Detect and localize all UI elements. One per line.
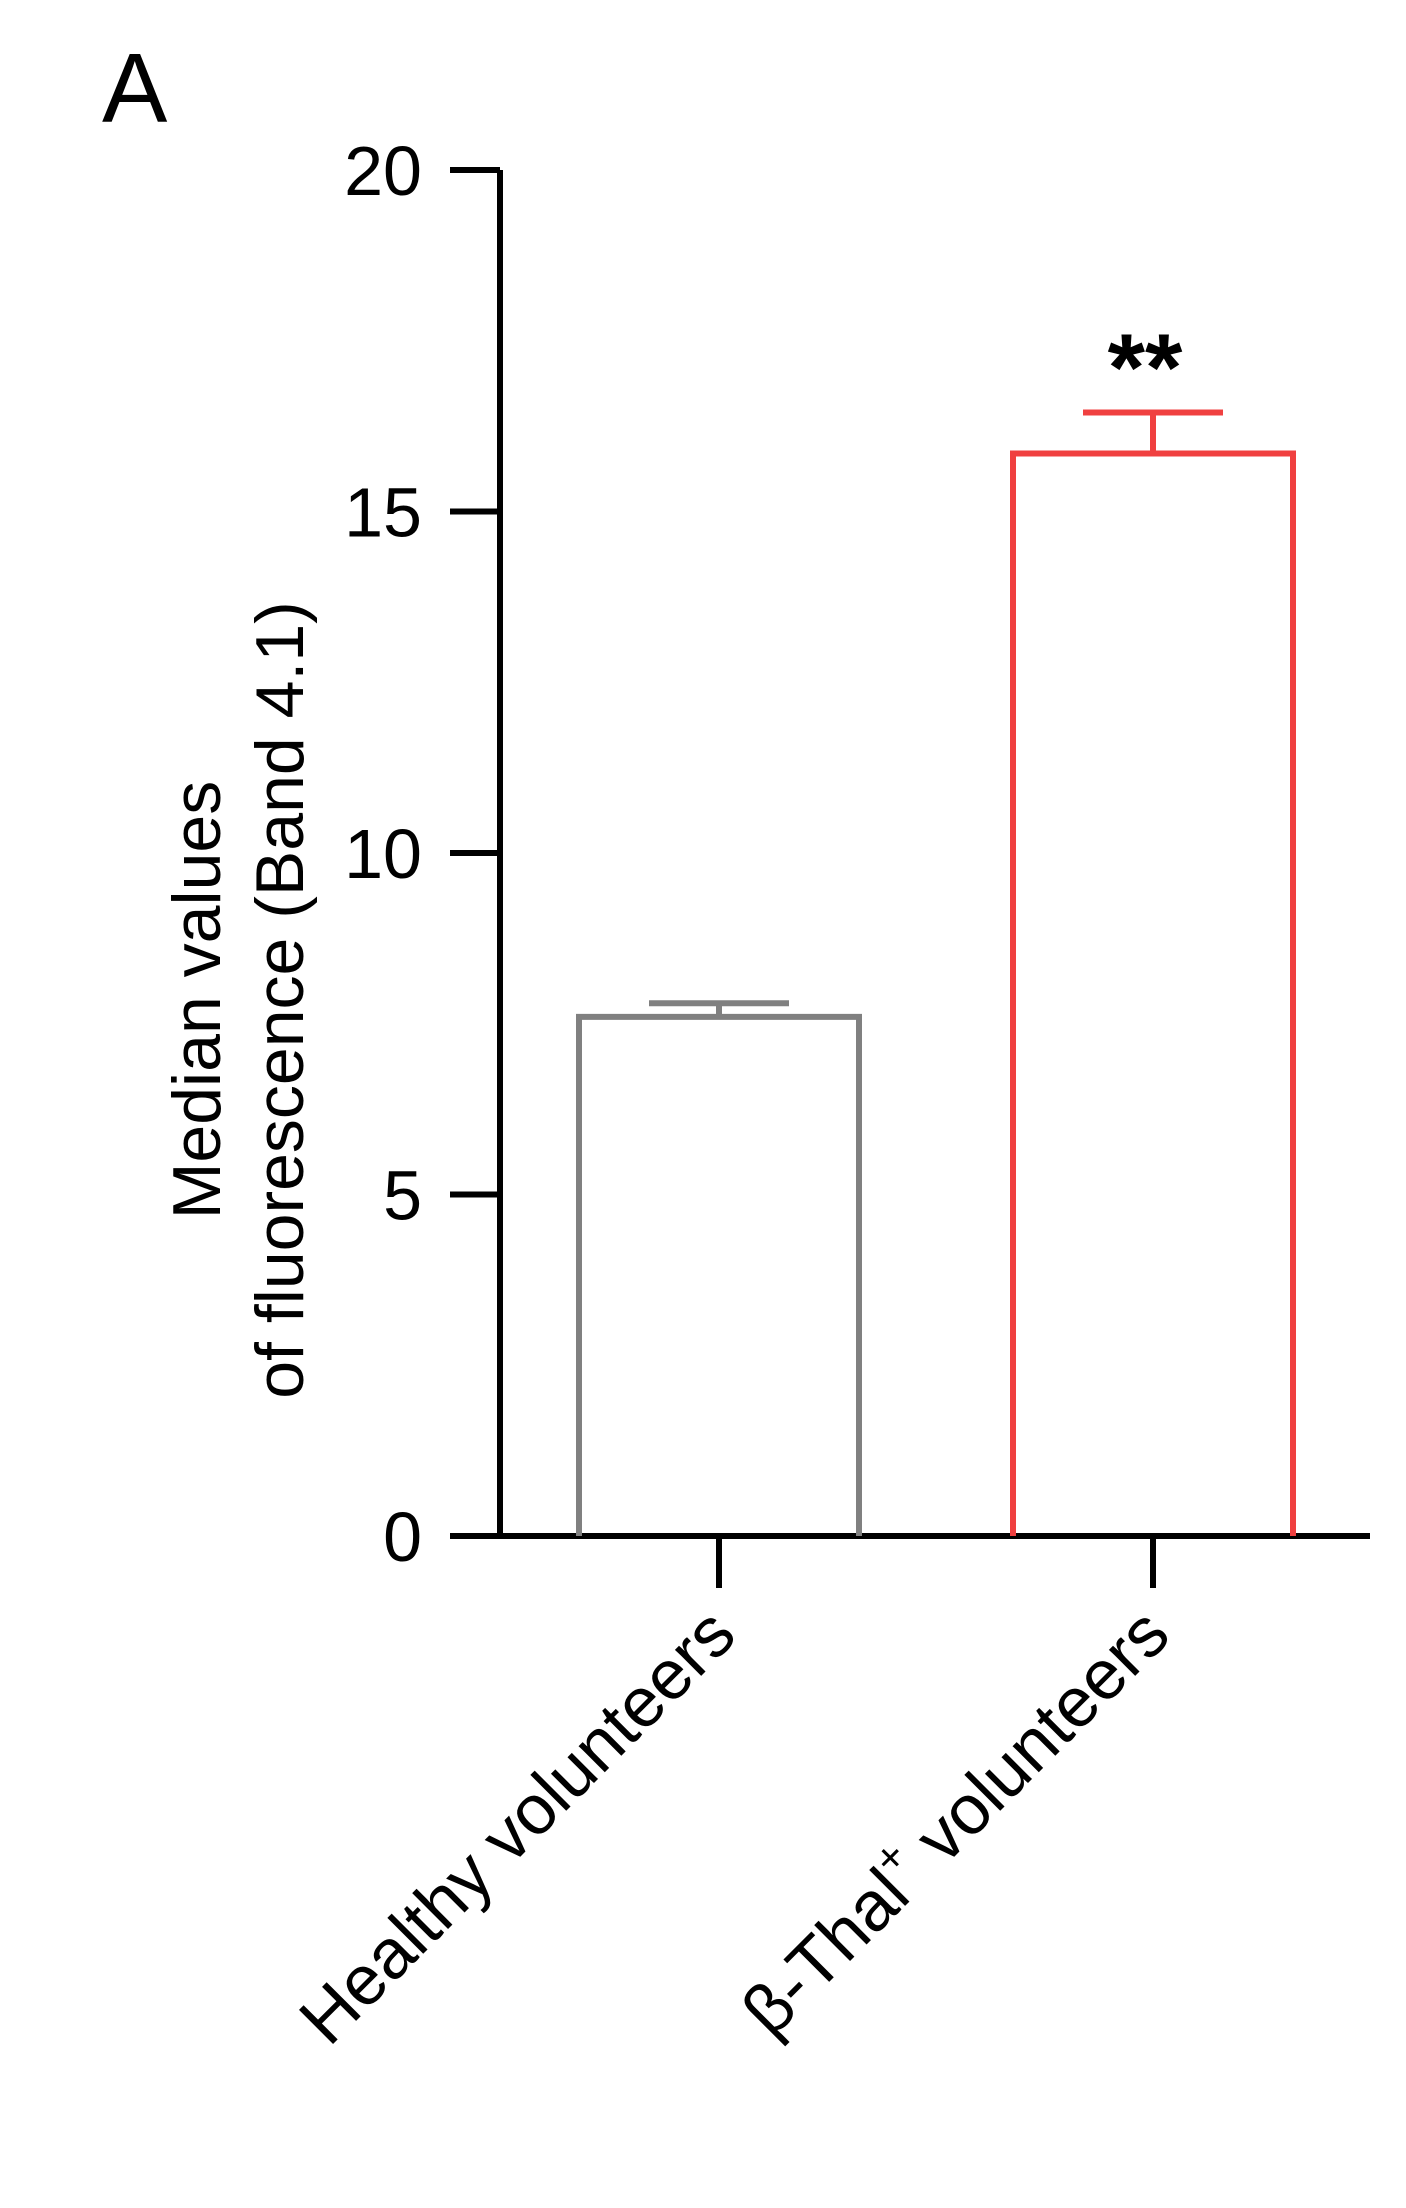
bar bbox=[576, 1013, 862, 1536]
y-axis-title: Median values of fluorescence (Band 4.1) bbox=[159, 601, 318, 1399]
y-tick-label: 20 bbox=[344, 132, 422, 210]
y-tick-label: 5 bbox=[383, 1157, 422, 1235]
bar bbox=[1010, 450, 1296, 1536]
y-tick-label: 15 bbox=[344, 474, 422, 552]
y-axis-title-line2: of fluorescence (Band 4.1) bbox=[242, 601, 318, 1399]
bars: ** bbox=[576, 314, 1296, 1536]
significance-marker: ** bbox=[1108, 314, 1183, 421]
y-tick-label: 10 bbox=[344, 815, 422, 893]
y-axis-title-line1: Median values bbox=[159, 781, 235, 1219]
y-ticks: 0 5 10 15 20 bbox=[344, 132, 500, 1576]
y-tick-label: 0 bbox=[383, 1498, 422, 1576]
x-tick-label: Healthy volunteers bbox=[284, 1593, 749, 2058]
panel-label: A bbox=[102, 33, 168, 143]
x-tick-label: β-Thal+ volunteers bbox=[723, 1589, 1184, 2050]
